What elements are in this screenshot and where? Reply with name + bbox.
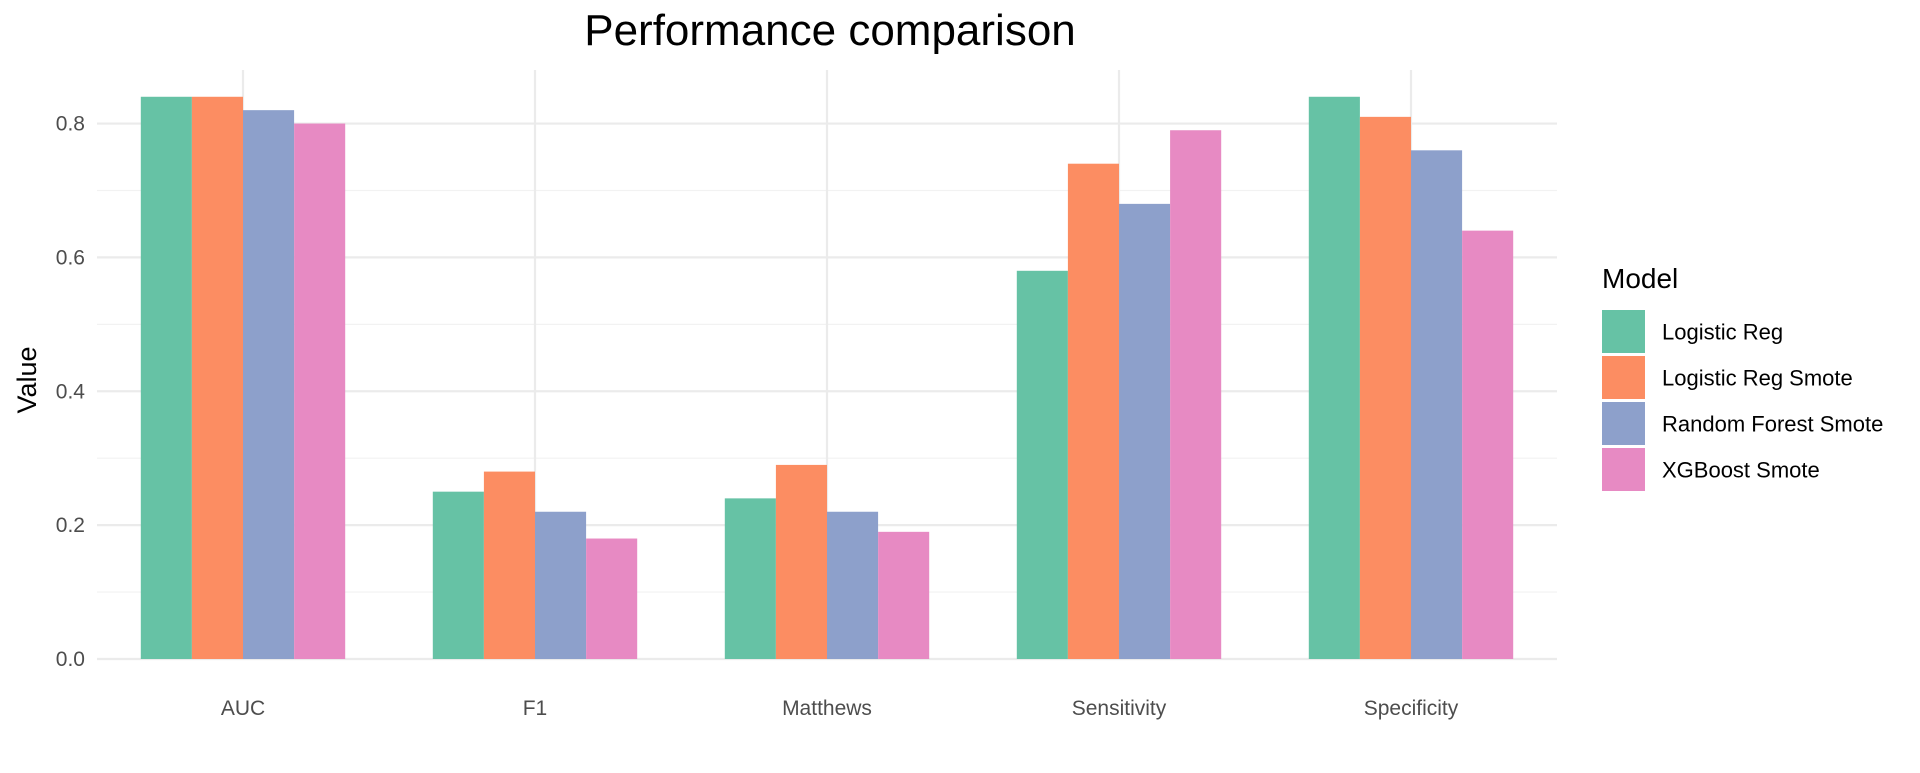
x-tick-label: Sensitivity: [1072, 697, 1167, 720]
bar: [775, 464, 827, 659]
y-axis-ticks: 0.0 0.2 0.4 0.6 0.8: [56, 113, 86, 671]
y-tick-label: 0.2: [56, 514, 85, 537]
y-axis-title: Value: [12, 346, 42, 413]
x-tick-label: Specificity: [1364, 697, 1459, 720]
y-tick-label: 0.8: [56, 113, 85, 136]
x-axis-ticks: AUC F1 Matthews Sensitivity Specificity: [221, 697, 1459, 720]
y-tick-label: 0.4: [56, 380, 86, 403]
legend-label: Random Forest Smote: [1662, 412, 1883, 437]
legend-label: Logistic Reg Smote: [1662, 366, 1853, 391]
bars-group: [140, 96, 1514, 660]
bar: [1359, 116, 1411, 659]
bar: [827, 511, 879, 659]
bar: [1308, 96, 1360, 660]
legend-swatch: [1602, 310, 1645, 353]
bar: [1016, 270, 1068, 659]
bar: [878, 531, 930, 659]
x-tick-label: F1: [523, 697, 548, 720]
chart-title: Performance comparison: [584, 6, 1076, 55]
bar: [140, 96, 192, 660]
y-tick-label: 0.0: [56, 648, 85, 671]
bar: [535, 511, 587, 659]
bar: [483, 471, 535, 659]
legend-title: Model: [1602, 263, 1678, 294]
x-tick-label: AUC: [221, 697, 265, 720]
bar: [586, 538, 638, 659]
bar: [191, 96, 243, 660]
bar: [243, 110, 295, 660]
bar: [1411, 150, 1463, 659]
bar: [1462, 230, 1514, 660]
x-tick-label: Matthews: [782, 697, 872, 720]
legend-label: Logistic Reg: [1662, 320, 1783, 345]
bar: [1170, 130, 1222, 659]
bar: [294, 123, 346, 659]
bar: [724, 498, 776, 659]
bar: [1067, 163, 1119, 660]
bar: [432, 491, 484, 659]
legend-swatch: [1602, 448, 1645, 491]
y-tick-label: 0.6: [56, 246, 85, 269]
legend-label: XGBoost Smote: [1662, 458, 1820, 483]
legend-swatch: [1602, 356, 1645, 399]
legend: Model Logistic Reg Logistic Reg Smote Rand…: [1602, 263, 1883, 491]
legend-swatch: [1602, 402, 1645, 445]
bar: [1119, 203, 1171, 659]
